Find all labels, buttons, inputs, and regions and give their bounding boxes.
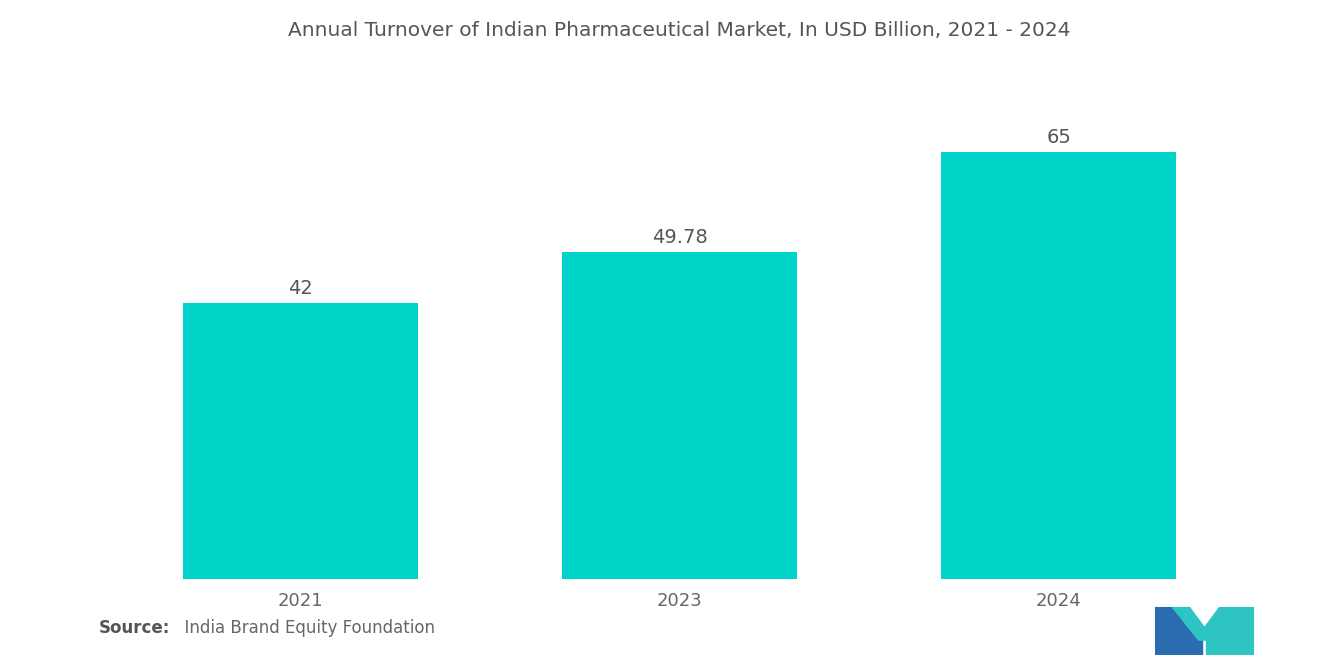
Text: 49.78: 49.78: [652, 227, 708, 247]
Polygon shape: [1155, 608, 1203, 655]
Polygon shape: [1172, 608, 1236, 640]
Bar: [183, 303, 418, 579]
Text: Source:: Source:: [99, 619, 170, 637]
Bar: [562, 252, 797, 579]
Text: 65: 65: [1047, 128, 1072, 146]
Bar: [941, 152, 1176, 579]
Text: 42: 42: [289, 279, 313, 297]
Text: India Brand Equity Foundation: India Brand Equity Foundation: [174, 619, 436, 637]
Polygon shape: [1172, 608, 1203, 640]
Title: Annual Turnover of Indian Pharmaceutical Market, In USD Billion, 2021 - 2024: Annual Turnover of Indian Pharmaceutical…: [289, 21, 1071, 40]
Polygon shape: [1206, 608, 1254, 655]
